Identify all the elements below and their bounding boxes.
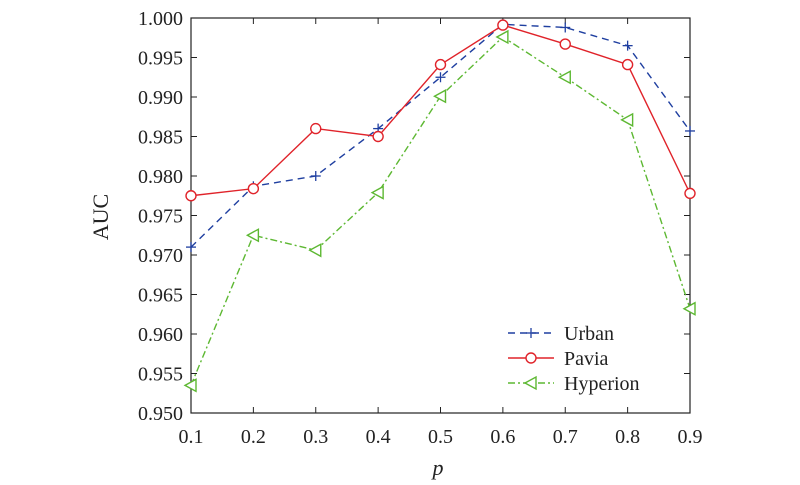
x-tick-label: 0.7: [553, 426, 578, 448]
series-line-pavia: [190, 24, 691, 197]
data-point-pavia: [434, 58, 447, 71]
data-point-urban: [622, 40, 633, 51]
y-tick-label: 0.995: [138, 48, 183, 70]
data-point-hyperion: [495, 29, 509, 45]
series-hyperion: [183, 29, 696, 393]
x-axis-label: p: [431, 455, 444, 480]
y-tick-label: 0.960: [138, 324, 183, 346]
y-tick-label: 0.955: [138, 364, 183, 386]
data-point-hyperion: [620, 112, 634, 128]
series-line-hyperion: [190, 36, 691, 386]
x-tick-label: 0.1: [179, 426, 204, 448]
legend-marker-urban: [526, 328, 536, 338]
data-point-urban: [560, 22, 571, 33]
x-tick-label: 0.4: [366, 426, 391, 448]
data-point-hyperion: [245, 228, 260, 243]
data-point-hyperion: [370, 185, 384, 200]
legend: Urban Pavia Hyperion: [508, 323, 640, 395]
plot-axes: 0.1 0.2 0.3 0.4 0.5 0.6 0.7 0.8 0.9 0.950 0.955 0.9…: [138, 8, 703, 448]
data-point-pavia: [621, 58, 634, 71]
series-line-urban: [190, 23, 691, 248]
data-point-hyperion: [557, 70, 571, 85]
data-point-urban: [685, 125, 695, 136]
data-point-pavia: [372, 130, 384, 143]
x-tick-label: 0.8: [615, 426, 640, 448]
y-tick-label: 0.985: [138, 127, 183, 149]
y-tick-label: 0.975: [138, 206, 183, 228]
legend-marker-pavia: [525, 352, 537, 364]
data-point-pavia: [497, 19, 509, 31]
data-point-urban: [435, 72, 446, 83]
y-tick-label: 1.000: [138, 8, 183, 30]
series-layer: [183, 19, 696, 393]
x-tick-label: 0.6: [490, 426, 515, 448]
legend-label-pavia: Pavia: [564, 348, 609, 370]
series-urban: [186, 19, 695, 253]
y-tick-label: 0.980: [138, 166, 183, 188]
data-point-hyperion: [308, 243, 322, 258]
data-point-hyperion: [433, 89, 447, 104]
y-axis-label: AUC: [88, 194, 113, 240]
x-tick-label: 0.2: [241, 426, 266, 448]
legend-item-pavia: Pavia: [508, 348, 609, 370]
data-point-hyperion: [183, 378, 197, 393]
legend-item-hyperion: Hyperion: [508, 373, 640, 395]
legend-item-urban: Urban: [508, 323, 614, 345]
data-point-urban: [310, 171, 321, 181]
data-point-hyperion: [682, 301, 696, 316]
x-tick-label: 0.3: [303, 426, 328, 448]
data-point-pavia: [559, 38, 571, 50]
y-tick-label: 0.965: [138, 285, 183, 307]
y-tick-label: 0.970: [138, 245, 183, 267]
data-point-urban: [186, 242, 196, 253]
data-point-pavia: [247, 182, 260, 195]
data-point-pavia: [185, 190, 197, 202]
y-tick-label: 0.990: [138, 87, 183, 109]
legend-label-urban: Urban: [564, 323, 614, 345]
legend-marker-hyperion: [523, 375, 537, 391]
data-point-pavia: [684, 187, 696, 200]
data-point-pavia: [310, 122, 322, 135]
x-tick-label: 0.9: [678, 426, 703, 448]
series-pavia: [185, 19, 696, 202]
y-tick-label: 0.950: [138, 403, 183, 425]
x-tick-label: 0.5: [428, 426, 453, 448]
legend-label-hyperion: Hyperion: [564, 373, 640, 395]
